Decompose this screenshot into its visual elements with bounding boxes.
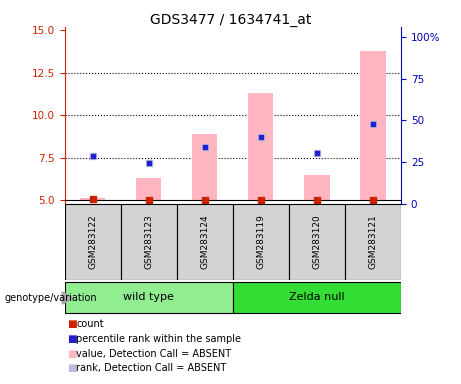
FancyBboxPatch shape <box>65 204 121 280</box>
Text: GSM283119: GSM283119 <box>256 215 266 269</box>
Point <box>89 153 96 159</box>
Text: value, Detection Call = ABSENT: value, Detection Call = ABSENT <box>76 349 231 359</box>
Bar <box>304 175 330 200</box>
Point <box>257 134 265 141</box>
Point <box>145 197 152 203</box>
Point <box>313 149 321 156</box>
Bar <box>136 178 161 200</box>
Point <box>369 197 377 203</box>
Text: Zelda null: Zelda null <box>289 292 345 302</box>
Text: wild type: wild type <box>123 292 174 302</box>
Point <box>257 197 265 203</box>
Text: ■: ■ <box>67 334 77 344</box>
Text: percentile rank within the sample: percentile rank within the sample <box>76 334 241 344</box>
Point <box>89 153 96 159</box>
FancyBboxPatch shape <box>233 204 289 280</box>
Text: GDS3477 / 1634741_at: GDS3477 / 1634741_at <box>150 13 311 27</box>
Text: ■: ■ <box>67 363 77 373</box>
FancyBboxPatch shape <box>177 204 233 280</box>
FancyBboxPatch shape <box>289 204 345 280</box>
Bar <box>248 93 273 200</box>
Point <box>313 149 321 156</box>
Point <box>201 197 208 203</box>
Point <box>369 121 377 127</box>
Text: rank, Detection Call = ABSENT: rank, Detection Call = ABSENT <box>76 363 226 373</box>
Text: GSM283123: GSM283123 <box>144 215 153 269</box>
FancyBboxPatch shape <box>65 282 233 313</box>
Bar <box>192 134 218 200</box>
Point <box>201 144 208 150</box>
Text: ■: ■ <box>67 319 77 329</box>
Text: ■: ■ <box>67 349 77 359</box>
Bar <box>80 198 105 200</box>
FancyBboxPatch shape <box>121 204 177 280</box>
Text: GSM283122: GSM283122 <box>88 215 97 269</box>
Text: count: count <box>76 319 104 329</box>
Text: GSM283121: GSM283121 <box>368 215 378 269</box>
Point <box>257 134 265 141</box>
Text: GSM283124: GSM283124 <box>200 215 209 269</box>
Point <box>201 144 208 150</box>
Text: GSM283120: GSM283120 <box>313 215 321 269</box>
Text: genotype/variation: genotype/variation <box>5 293 97 303</box>
Point <box>145 160 152 166</box>
Point <box>89 196 96 202</box>
FancyBboxPatch shape <box>345 204 401 280</box>
FancyBboxPatch shape <box>233 282 401 313</box>
Point <box>145 160 152 166</box>
Bar <box>361 51 386 200</box>
Point <box>369 121 377 127</box>
Point <box>313 197 321 203</box>
